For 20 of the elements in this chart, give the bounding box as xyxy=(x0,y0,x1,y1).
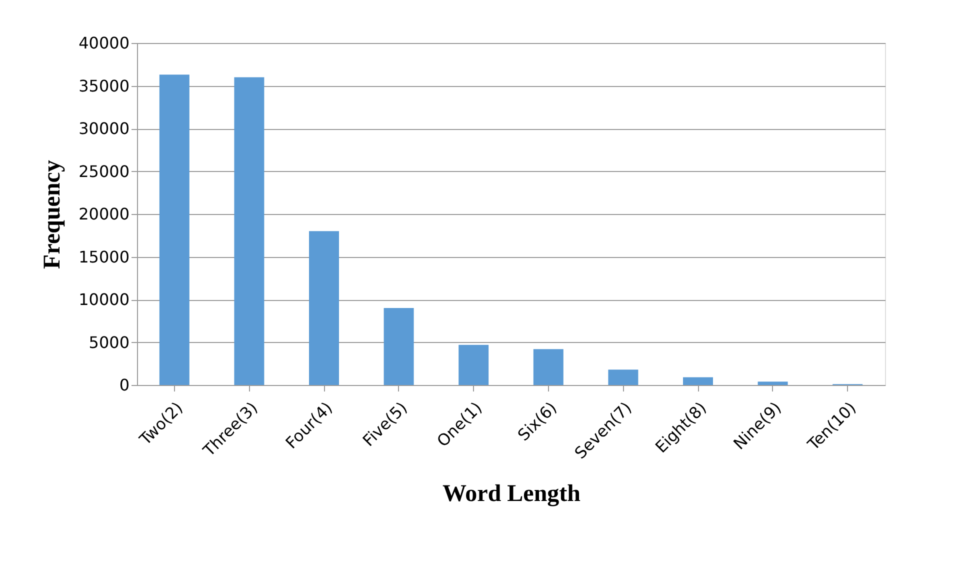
y-tick-label: 15000 xyxy=(78,247,130,266)
bar xyxy=(159,74,190,385)
y-tick-label: 30000 xyxy=(78,119,130,138)
y-tick-label: 0 xyxy=(119,376,130,394)
y-tick-label: 40000 xyxy=(78,34,130,52)
y-axis-title: Frequency xyxy=(40,160,66,269)
bar xyxy=(384,308,414,385)
x-axis-title: Word Length xyxy=(442,480,581,507)
y-tick-label: 5000 xyxy=(88,332,130,352)
y-tick-label: 20000 xyxy=(78,204,130,224)
y-tick-label: 35000 xyxy=(78,76,130,96)
bar xyxy=(234,77,264,385)
bar xyxy=(458,344,489,385)
bar xyxy=(758,382,788,385)
bar xyxy=(608,370,638,385)
bar xyxy=(683,377,713,385)
y-tick-label: 25000 xyxy=(78,162,130,181)
y-tick-label: 10000 xyxy=(78,290,130,309)
bar xyxy=(309,231,339,385)
bar xyxy=(533,349,564,385)
